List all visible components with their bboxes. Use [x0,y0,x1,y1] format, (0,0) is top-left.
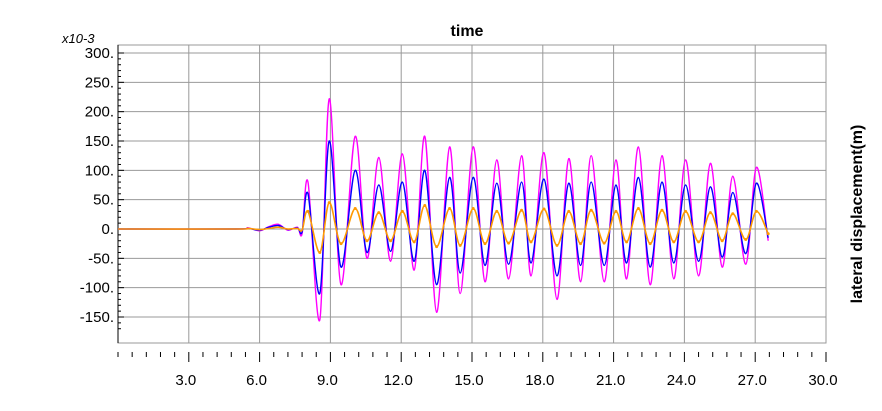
y-tick-label: -50. [88,250,114,267]
data-point [458,243,462,247]
data-point [471,206,475,210]
data-point [318,250,322,254]
data-point [602,241,606,245]
data-point [754,209,758,213]
data-point [567,209,571,213]
data-point [660,208,664,212]
y-tick-label: 250. [85,74,114,91]
data-point [412,240,416,244]
data-point [483,242,487,246]
data-point [448,206,452,210]
data-point [614,209,618,213]
y-tick-label: 50. [93,192,114,209]
data-point [625,240,629,244]
y-tick-label: 150. [85,133,114,150]
data-point [744,238,748,242]
data-point [579,242,583,246]
data-point [306,209,310,213]
x-tick-label: 12.0 [384,372,413,389]
data-point [731,212,735,216]
x-tick-label: 24.0 [667,372,696,389]
chart-title: time [451,23,484,40]
x-tick-label: 6.0 [246,372,267,389]
data-point [435,245,439,249]
data-point [400,209,404,213]
data-point [697,240,701,244]
data-point [507,241,511,245]
x-tick-label: 3.0 [175,372,196,389]
x-tick-label: 27.0 [738,372,767,389]
data-point [589,208,593,212]
x-tick-label: 30.0 [808,372,837,389]
series-line-2 [117,140,769,295]
y-tick-label: -150. [80,309,114,326]
data-point [542,207,546,211]
data-point [327,201,331,205]
y-tick-label: -100. [80,280,114,297]
x-tick-label: 21.0 [596,372,625,389]
data-point [495,209,499,213]
data-point [555,243,559,247]
x-tick-label: 15.0 [454,372,483,389]
y-multiplier-label: x10-3 [61,31,95,46]
data-point [636,206,640,210]
data-point [720,239,724,243]
data-point [365,239,369,243]
y-tick-label: 300. [85,45,114,62]
data-point [708,211,712,215]
x-tick-label: 9.0 [317,372,338,389]
data-point [529,240,533,244]
y-tick-label: 200. [85,104,114,121]
y-tick-label: 100. [85,162,114,179]
data-point [648,242,652,246]
x-tick-label: 18.0 [525,372,554,389]
data-point [339,242,343,246]
data-point [423,204,427,208]
data-point [766,232,770,236]
data-point [353,206,357,210]
data-point [520,208,524,212]
y-axis-label: lateral displacement(m) [849,125,866,304]
data-point [389,239,393,243]
data-point [377,211,381,215]
data-point [672,240,676,244]
y-tick-label: 0. [101,221,114,238]
data-point [684,209,688,213]
